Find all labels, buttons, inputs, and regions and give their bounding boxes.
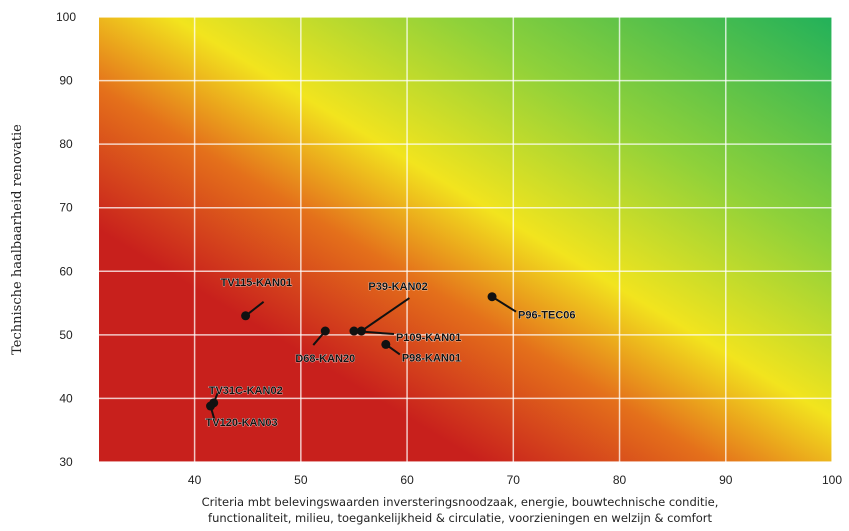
data-point-marker <box>487 292 497 302</box>
x-tick-label: 60 <box>400 473 414 487</box>
data-point-label: P96-TEC06 <box>518 310 575 322</box>
data-point-marker <box>320 326 330 336</box>
leader-line <box>353 330 395 336</box>
x-tick-label: 70 <box>507 473 521 487</box>
y-tick-label: 40 <box>59 391 73 405</box>
y-tick-label: 100 <box>56 10 76 24</box>
y-tick-labels: 30 40 50 60 70 80 90 100 <box>56 10 76 469</box>
data-point-label: TV120-KAN03 <box>206 417 278 429</box>
y-tick-label: 60 <box>59 264 73 278</box>
gridlines <box>99 16 833 463</box>
y-axis-label: Technische haalbaarheid renovatie <box>10 124 25 355</box>
y-tick-label: 30 <box>59 455 73 469</box>
y-tick-label: 90 <box>59 74 73 88</box>
data-point-marker <box>349 326 359 336</box>
data-point-group: TV115-KAN01 <box>220 276 293 321</box>
x-tick-label: 50 <box>294 473 308 487</box>
data-point-label: TV115-KAN01 <box>221 277 293 289</box>
data-point-group: P109-KAN01 <box>349 326 462 344</box>
plot-area <box>99 17 832 462</box>
x-tick-label: 80 <box>613 473 627 487</box>
x-tick-label: 90 <box>719 473 733 487</box>
data-point-group: TV120-KAN03 <box>205 401 278 429</box>
data-point-group: TV31C-KAN02 <box>208 385 283 408</box>
y-tick-label: 70 <box>59 201 73 215</box>
x-tick-label: 100 <box>822 473 842 487</box>
data-point-marker <box>381 339 391 349</box>
data-point-group: P98-KAN01 <box>381 339 461 365</box>
data-point-label: P109-KAN01 <box>396 332 461 344</box>
data-point-label: P98-KAN01 <box>402 352 461 364</box>
x-tick-labels: 40 50 60 70 80 90 100 <box>188 473 842 487</box>
y-tick-label: 50 <box>59 328 73 342</box>
data-point-marker <box>241 311 251 321</box>
data-point-label: P39-KAN02 <box>368 281 427 293</box>
data-point-group: P39-KAN02 <box>356 281 428 336</box>
data-points: TV115-KAN01 P39-KAN02 D68-KAN20 P109-KAN01 P… <box>205 276 576 429</box>
data-point-group: P96-TEC06 <box>487 292 576 322</box>
x-tick-label: 40 <box>188 473 202 487</box>
x-axis-label-line-2: functionaliteit, milieu, toegankelijkhei… <box>208 511 712 525</box>
data-point-label: TV31C-KAN02 <box>209 385 283 397</box>
data-point-marker <box>206 401 216 411</box>
leader-line <box>360 297 410 332</box>
data-point-group: D68-KAN20 <box>295 326 356 365</box>
data-point-label: D68-KAN20 <box>295 353 355 365</box>
y-tick-label: 80 <box>59 137 73 151</box>
x-axis-label-line-1: Criteria mbt belevingswaarden inversteri… <box>201 495 719 509</box>
leader-line <box>491 295 517 313</box>
